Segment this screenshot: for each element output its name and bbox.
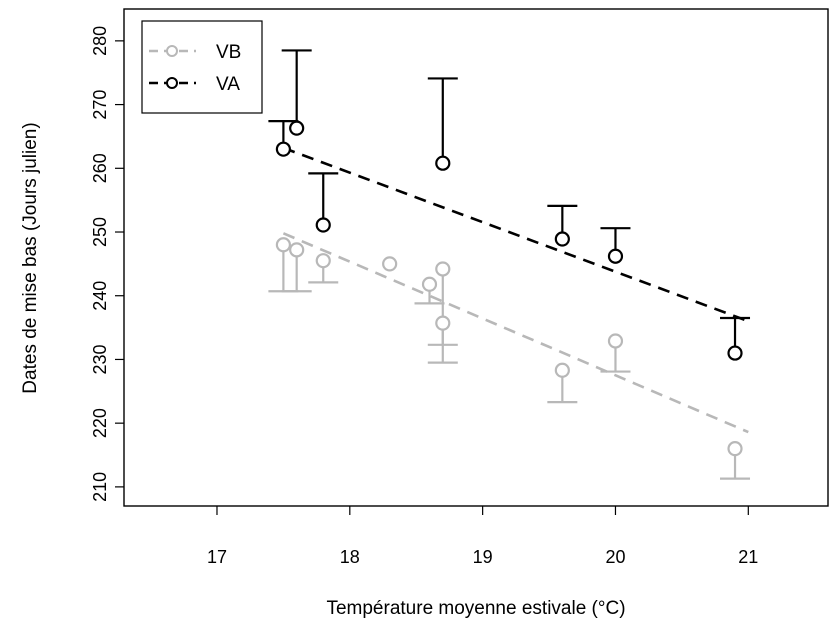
y-tick-label: 230: [90, 344, 110, 374]
point-vb: [554, 362, 570, 378]
legend-label-vb: VB: [216, 42, 241, 63]
y-tick-label: 220: [90, 408, 110, 438]
y-tick-label: 250: [90, 217, 110, 247]
y-axis-title: Dates de mise bas (Jours julien): [20, 122, 41, 393]
x-tick-label: 21: [738, 547, 758, 567]
point-vb: [727, 441, 743, 457]
legend-marker-vb: [166, 45, 178, 57]
trend-line-va: [282, 146, 749, 323]
x-axis: 17 18 19 20 21: [207, 506, 758, 567]
point-vb: [289, 242, 305, 258]
x-axis-title: Température moyenne estivale (°C): [326, 598, 625, 619]
x-tick-label: 20: [605, 547, 625, 567]
point-va: [275, 141, 291, 157]
x-tick-label: 18: [340, 547, 360, 567]
point-vb: [435, 261, 451, 277]
point-vb: [382, 256, 398, 272]
error-bars: [268, 49, 751, 480]
trend-line-vb: [282, 232, 749, 434]
data-points: [275, 120, 743, 457]
point-vb: [421, 276, 438, 292]
point-va: [554, 231, 570, 247]
point-va: [289, 120, 305, 136]
point-va: [607, 248, 624, 264]
x-tick-label: 17: [207, 547, 227, 567]
legend: VB VA: [141, 20, 263, 114]
point-va: [315, 217, 331, 233]
legend-marker-va: [166, 77, 178, 89]
x-tick-label: 19: [473, 547, 493, 567]
point-vb: [275, 237, 291, 253]
point-vb: [435, 315, 451, 331]
y-tick-label: 280: [90, 26, 110, 56]
point-vb: [607, 333, 624, 349]
plot-frame: [123, 8, 829, 507]
trend-lines: [282, 146, 749, 434]
legend-box: [141, 20, 263, 114]
y-tick-label: 270: [90, 90, 110, 120]
y-axis: 210 220 230 240 250 260 270 280: [90, 26, 124, 502]
point-va: [435, 155, 451, 171]
point-vb: [315, 253, 331, 269]
point-va: [727, 345, 743, 361]
y-tick-label: 260: [90, 153, 110, 183]
y-tick-label: 210: [90, 472, 110, 502]
legend-label-va: VA: [216, 74, 240, 95]
y-tick-label: 240: [90, 281, 110, 311]
